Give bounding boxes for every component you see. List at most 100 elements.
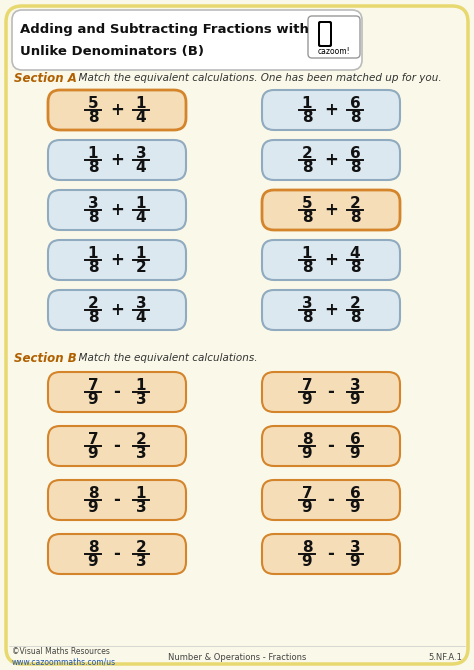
FancyBboxPatch shape xyxy=(262,190,400,230)
Text: 4: 4 xyxy=(350,245,360,261)
Text: 8: 8 xyxy=(301,261,312,275)
Text: 3: 3 xyxy=(136,500,146,515)
Text: 4: 4 xyxy=(136,161,146,176)
Text: 1: 1 xyxy=(302,96,312,111)
Text: Match the equivalent calculations. One has been matched up for you.: Match the equivalent calculations. One h… xyxy=(72,73,442,83)
Text: -: - xyxy=(328,491,335,509)
Text: 1: 1 xyxy=(136,196,146,210)
FancyBboxPatch shape xyxy=(48,534,186,574)
Text: 3: 3 xyxy=(136,145,146,161)
Text: 8: 8 xyxy=(88,310,98,326)
Text: 9: 9 xyxy=(350,555,360,570)
Text: -: - xyxy=(328,437,335,455)
FancyBboxPatch shape xyxy=(48,290,186,330)
Text: -: - xyxy=(328,545,335,563)
Text: 5.NF.A.1: 5.NF.A.1 xyxy=(428,653,462,661)
Text: 2: 2 xyxy=(350,196,360,210)
FancyBboxPatch shape xyxy=(48,426,186,466)
Text: 2: 2 xyxy=(350,295,360,310)
Text: ©Visual Maths Resources: ©Visual Maths Resources xyxy=(12,647,110,657)
Text: 9: 9 xyxy=(301,500,312,515)
Text: 8: 8 xyxy=(88,486,98,500)
Text: 8: 8 xyxy=(88,161,98,176)
Text: +: + xyxy=(110,201,124,219)
FancyBboxPatch shape xyxy=(262,290,400,330)
Text: +: + xyxy=(110,301,124,319)
FancyBboxPatch shape xyxy=(308,16,360,58)
Text: 2: 2 xyxy=(88,295,99,310)
Text: 8: 8 xyxy=(301,210,312,226)
Text: 8: 8 xyxy=(350,111,360,125)
Text: 1: 1 xyxy=(136,96,146,111)
Text: +: + xyxy=(110,251,124,269)
Text: 8: 8 xyxy=(350,261,360,275)
Text: 3: 3 xyxy=(350,377,360,393)
Text: 1: 1 xyxy=(302,245,312,261)
FancyBboxPatch shape xyxy=(262,140,400,180)
Text: 7: 7 xyxy=(88,431,98,446)
Text: -: - xyxy=(114,491,120,509)
FancyBboxPatch shape xyxy=(262,534,400,574)
Text: 1: 1 xyxy=(136,245,146,261)
Text: 9: 9 xyxy=(301,446,312,462)
Text: 8: 8 xyxy=(350,210,360,226)
Text: 7: 7 xyxy=(301,377,312,393)
Text: 8: 8 xyxy=(301,539,312,555)
Text: 9: 9 xyxy=(301,555,312,570)
Text: 8: 8 xyxy=(301,310,312,326)
Text: 8: 8 xyxy=(301,111,312,125)
FancyBboxPatch shape xyxy=(6,6,468,664)
FancyBboxPatch shape xyxy=(48,480,186,520)
Text: 2: 2 xyxy=(136,261,146,275)
Text: +: + xyxy=(324,201,338,219)
Text: 9: 9 xyxy=(88,393,98,407)
FancyBboxPatch shape xyxy=(12,10,362,70)
Text: 8: 8 xyxy=(350,161,360,176)
Text: +: + xyxy=(324,151,338,169)
Text: +: + xyxy=(110,101,124,119)
Text: 5: 5 xyxy=(88,96,98,111)
Text: Match the equivalent calculations.: Match the equivalent calculations. xyxy=(72,353,257,363)
Text: 9: 9 xyxy=(350,500,360,515)
Text: 3: 3 xyxy=(301,295,312,310)
Text: 2: 2 xyxy=(136,431,146,446)
Text: 6: 6 xyxy=(350,96,360,111)
Text: 4: 4 xyxy=(136,310,146,326)
Text: +: + xyxy=(110,151,124,169)
Text: 2: 2 xyxy=(301,145,312,161)
FancyBboxPatch shape xyxy=(48,372,186,412)
Text: 5: 5 xyxy=(301,196,312,210)
Text: -: - xyxy=(114,545,120,563)
Text: 3: 3 xyxy=(136,446,146,462)
Text: 9: 9 xyxy=(301,393,312,407)
FancyBboxPatch shape xyxy=(262,240,400,280)
FancyBboxPatch shape xyxy=(48,240,186,280)
Text: Number & Operations - Fractions: Number & Operations - Fractions xyxy=(168,653,306,661)
Text: www.cazoommaths.com/us: www.cazoommaths.com/us xyxy=(12,657,116,667)
Text: 4: 4 xyxy=(136,210,146,226)
Text: -: - xyxy=(328,383,335,401)
FancyBboxPatch shape xyxy=(262,372,400,412)
Text: 8: 8 xyxy=(88,111,98,125)
Text: -: - xyxy=(114,383,120,401)
Text: 3: 3 xyxy=(136,555,146,570)
Text: 7: 7 xyxy=(88,377,98,393)
FancyBboxPatch shape xyxy=(262,480,400,520)
FancyBboxPatch shape xyxy=(262,426,400,466)
Text: 8: 8 xyxy=(88,210,98,226)
Text: 6: 6 xyxy=(350,145,360,161)
Text: 3: 3 xyxy=(136,393,146,407)
Text: 8: 8 xyxy=(301,161,312,176)
Text: 8: 8 xyxy=(301,431,312,446)
Text: 7: 7 xyxy=(301,486,312,500)
Text: Section B: Section B xyxy=(14,352,77,364)
Text: 4: 4 xyxy=(136,111,146,125)
Text: 8: 8 xyxy=(88,261,98,275)
Text: 8: 8 xyxy=(350,310,360,326)
Text: 6: 6 xyxy=(350,431,360,446)
Text: 1: 1 xyxy=(88,145,98,161)
Text: +: + xyxy=(324,251,338,269)
FancyBboxPatch shape xyxy=(48,140,186,180)
Text: 1: 1 xyxy=(136,486,146,500)
FancyBboxPatch shape xyxy=(48,90,186,130)
